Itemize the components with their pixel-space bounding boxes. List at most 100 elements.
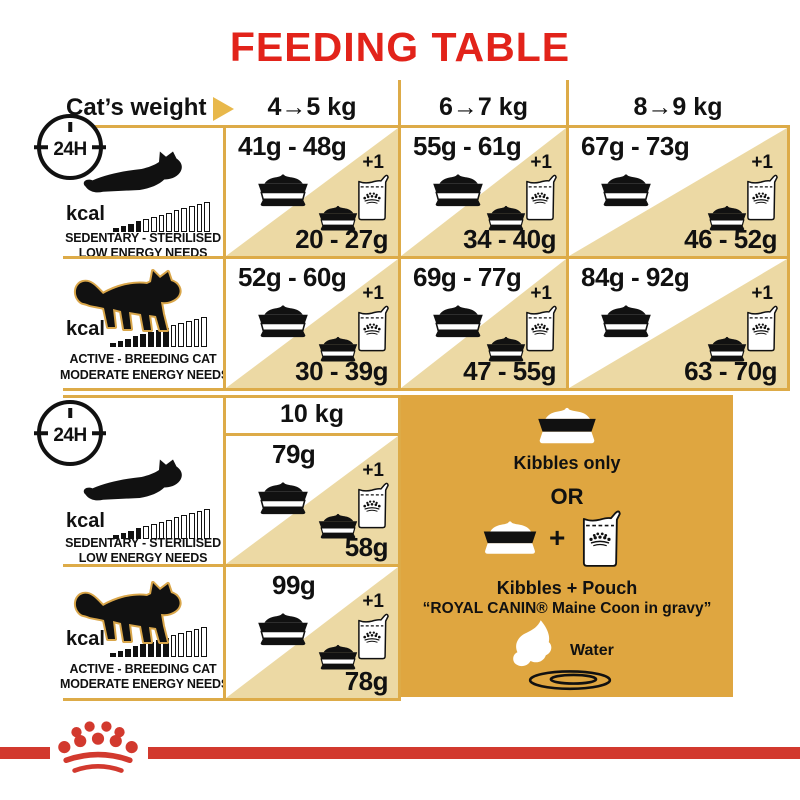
kcal-label: kcal (66, 510, 105, 532)
feeding-cell-active-6-7kg: 69g - 77g +1 47 - 55g (401, 259, 566, 388)
grid-line (63, 395, 401, 398)
row-label-line2: MODERATE ENERGY NEEDS (60, 677, 229, 691)
row-label-line2: LOW ENERGY NEEDS (78, 551, 208, 565)
mixed-amount: 46 - 52g (684, 224, 777, 254)
kcal-bar (188, 206, 195, 232)
grid-line (787, 125, 790, 391)
water-label: Water (570, 642, 614, 659)
bowl-icon (257, 481, 309, 515)
kcal-bar (155, 329, 162, 347)
kcal-bar (147, 332, 154, 347)
kcal-bar (120, 532, 127, 539)
kcal-bar-chart (110, 623, 207, 657)
kcal-bar (128, 223, 134, 232)
feeding-cell-sedentary-6-7kg: 55g - 61g +1 34 - 40g (401, 128, 566, 256)
mixed-amount: 47 - 55g (463, 356, 556, 386)
kcal-bar (196, 203, 203, 232)
kcal-bar (110, 343, 116, 347)
clock-dash (34, 145, 48, 149)
kcal-bar (128, 530, 134, 539)
bowl-icon (257, 173, 309, 207)
kcal-bar (113, 535, 119, 539)
grid-line (223, 125, 226, 391)
plus-icon: + (549, 522, 566, 553)
pouch-icon (578, 506, 622, 570)
feeding-cell-active-4-5kg: 52g - 60g +1 30 - 39g (226, 259, 398, 388)
kcal-bar (143, 219, 149, 232)
brand-stripe (148, 747, 800, 759)
kcal-bar-chart (113, 198, 210, 232)
plus-one-label: +1 (530, 152, 552, 173)
kcal-bar (170, 325, 177, 347)
kcal-bar (173, 210, 180, 232)
row-label-line2: MODERATE ENERGY NEEDS (60, 368, 229, 382)
weight-arrow-icon (213, 97, 234, 121)
bowl-icon (432, 173, 484, 207)
kcal-bar (170, 635, 177, 657)
plus-one-label: +1 (362, 152, 384, 173)
feeding-cell-sedentary-10kg: 79g +1 58g (226, 436, 398, 564)
kcal-bar (135, 221, 142, 232)
plus-one-label: +1 (530, 283, 552, 304)
clock-label: 24H (53, 138, 87, 160)
kcal-bar (178, 633, 184, 657)
kcal-bar-chart (110, 313, 207, 347)
kcal-bar (132, 646, 139, 657)
mixed-amount: 34 - 40g (463, 224, 556, 254)
mixed-amount: 58g (344, 532, 389, 562)
mixed-amount: 63 - 70g (684, 356, 777, 386)
kcal-bar (178, 323, 184, 347)
kcal-bar (193, 628, 200, 657)
kcal-bar (143, 526, 149, 539)
kcal-bar (113, 228, 119, 232)
grid-line (223, 395, 226, 701)
kcal-bar (117, 340, 124, 347)
column-header-8-9kg: 8→9 kg (633, 93, 723, 121)
clock-label: 24H (53, 424, 87, 446)
kcal-bar (204, 508, 210, 539)
kcal-bar (140, 334, 146, 347)
grid-line (63, 125, 790, 128)
page-title: FEEDING TABLE (229, 24, 571, 70)
plus-one-label: +1 (362, 283, 384, 304)
mixed-amount: 78g (344, 666, 389, 696)
bowl-icon (538, 407, 596, 444)
clock-dash (92, 431, 106, 435)
kcal-bar (132, 336, 139, 347)
kcal-bar (140, 644, 146, 657)
mixed-amount: 20 - 27g (295, 224, 388, 254)
grid-line (63, 698, 401, 701)
kcal-bar (173, 517, 180, 539)
kcal-bar (150, 217, 157, 232)
grid-line (398, 395, 401, 701)
row-label-line1: SEDENTARY - STERILISED (65, 231, 221, 245)
kcal-bar (125, 648, 131, 657)
kcal-label: kcal (66, 628, 105, 650)
kcal-bar (196, 510, 203, 539)
kcal-bar (125, 338, 131, 347)
row-label-line1: ACTIVE - BREEDING CAT (69, 662, 217, 676)
brand-stripe (0, 747, 50, 759)
active-cat-icon (73, 269, 182, 332)
feeding-cell-sedentary-8-9kg: 67g - 73g +1 46 - 52g (569, 128, 787, 256)
kcal-bar (201, 316, 207, 347)
kibbles-amount: 52g - 60g (238, 262, 347, 292)
or-label: OR (550, 484, 584, 509)
water-puddle-icon (528, 670, 612, 691)
kibbles-amount: 67g - 73g (581, 131, 690, 161)
grid-line (398, 80, 401, 391)
kcal-bar (166, 212, 172, 232)
bowl-icon (600, 173, 652, 207)
grid-line (63, 388, 790, 391)
kibbles-pouch-label: Kibbles + Pouch (496, 578, 638, 598)
kibbles-amount: 69g - 77g (413, 262, 522, 292)
active-cat-icon (73, 581, 182, 644)
kcal-bar (185, 321, 192, 347)
bowl-icon (600, 304, 652, 338)
column-header-4-5kg: 4→5 kg (267, 93, 357, 121)
feeding-legend: Kibbles only OR + Kibbles + Pouch “ROYAL… (401, 395, 733, 697)
kibbles-only-label: Kibbles only (513, 453, 621, 473)
24h-clock-icon: 24H (34, 400, 106, 466)
column-header-6-7kg: 6→7 kg (439, 93, 528, 121)
kibbles-amount: 41g - 48g (238, 131, 347, 161)
